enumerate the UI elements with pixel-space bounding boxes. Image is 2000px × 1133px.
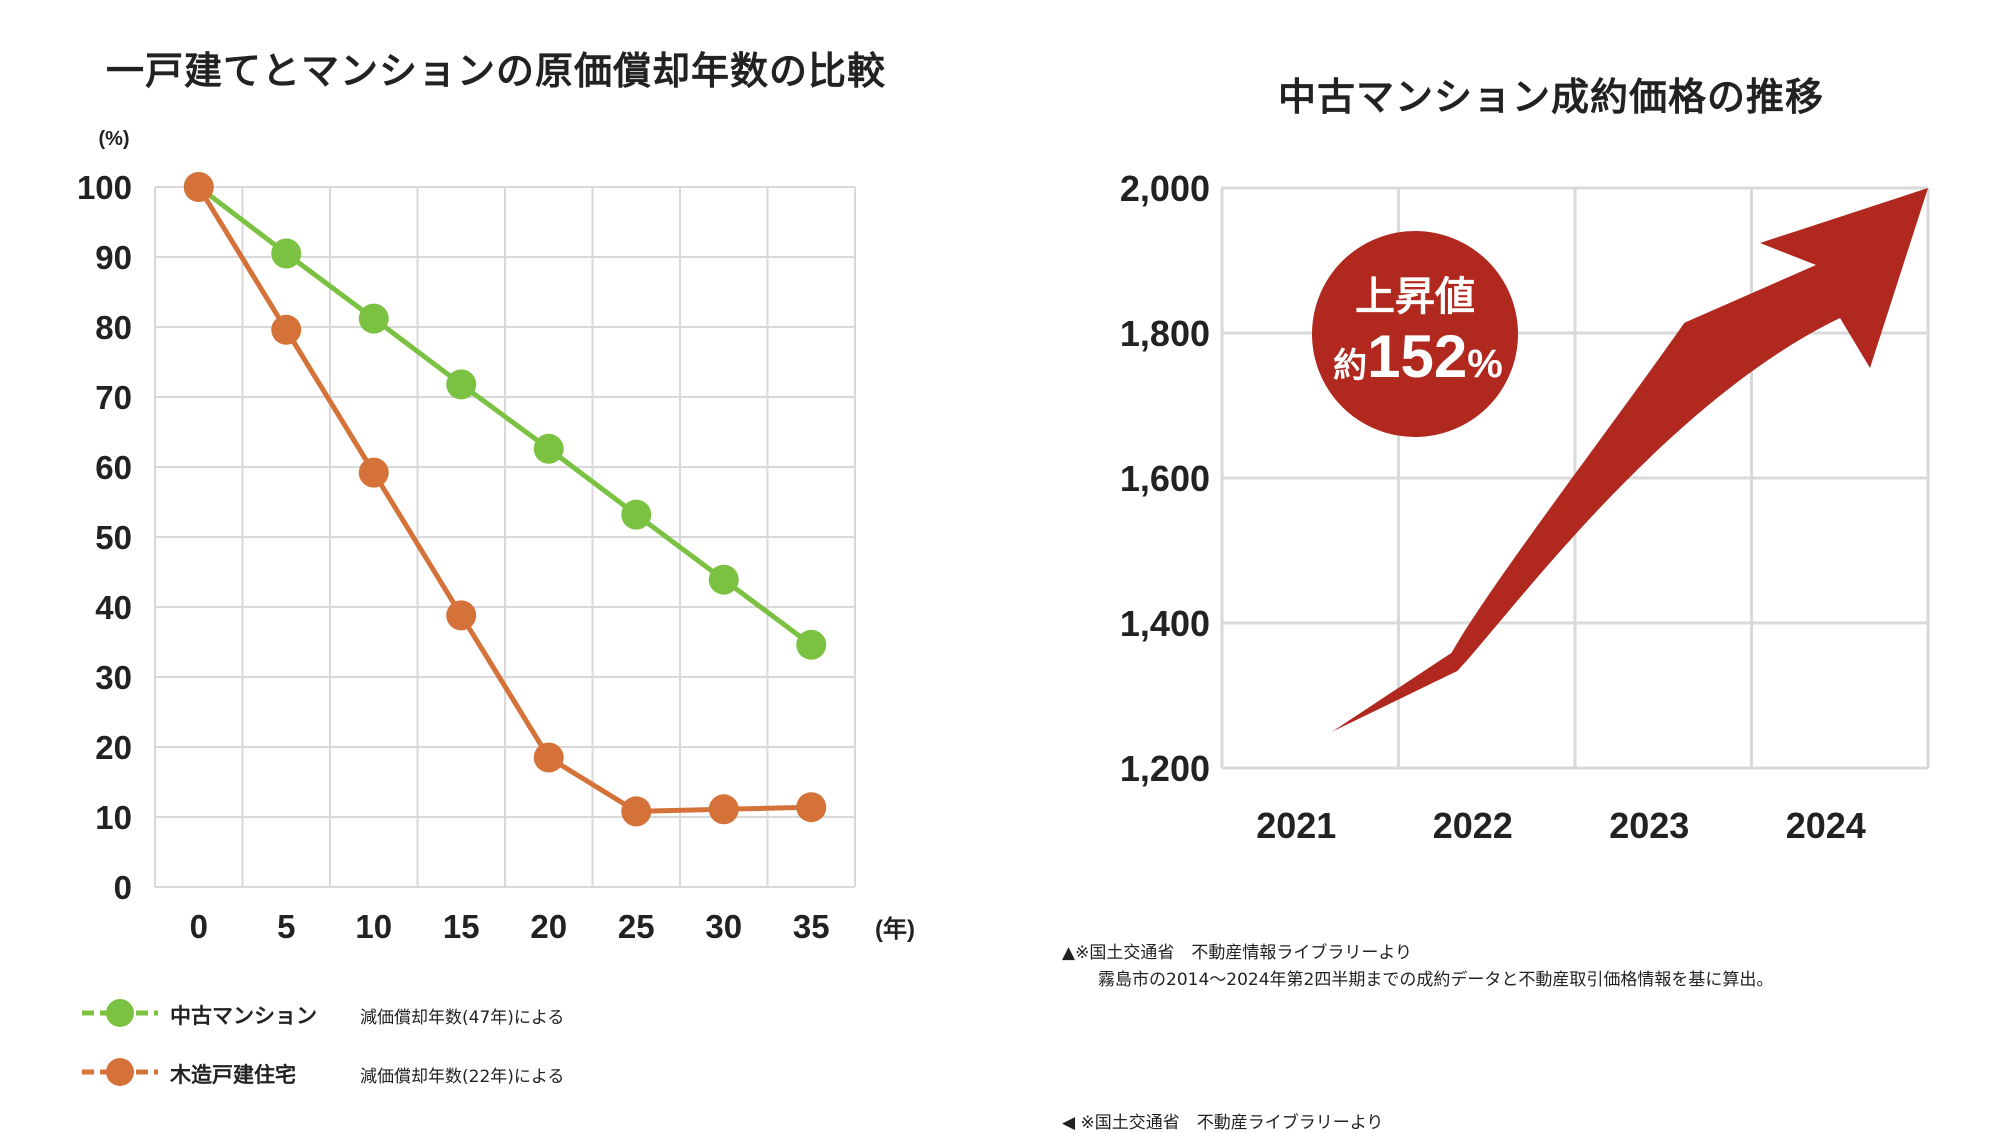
data-point [446, 369, 477, 400]
x-tick-label: 15 [443, 908, 480, 945]
badge-suffix: % [1467, 342, 1503, 386]
data-point [621, 499, 652, 530]
legend-marker-green [82, 999, 158, 1027]
y-tick-label: 1,800 [1120, 313, 1210, 354]
data-point [358, 457, 389, 488]
badge-prefix: 約 [1333, 347, 1367, 385]
y-tick-label: 80 [95, 309, 132, 346]
increase-badge [1312, 231, 1518, 437]
y-tick-label: 30 [95, 659, 132, 696]
data-point [708, 794, 739, 825]
y-tick-label: 20 [95, 729, 132, 766]
y-axis-unit: (%) [98, 128, 129, 150]
y-tick-label: 40 [95, 589, 132, 626]
badge-label: 上昇値 [1355, 275, 1475, 319]
y-tick-label: 100 [77, 169, 132, 206]
badge-value-text: 約152% [1333, 323, 1503, 390]
x-tick-label: 5 [277, 908, 295, 945]
data-point [446, 600, 477, 631]
x-tick-label: 2021 [1256, 805, 1336, 846]
legend-item-wooden-house: 木造戸建住宅 減価償却年数(22年)による [80, 1052, 680, 1092]
y-tick-label: 90 [95, 239, 132, 276]
source-note-line1: ▲※国土交通省 不動産情報ライブラリーより [1062, 943, 1412, 963]
x-tick-label: 2023 [1609, 805, 1689, 846]
data-point [271, 238, 302, 269]
data-point [533, 742, 564, 773]
y-tick-label: 50 [95, 519, 132, 556]
data-point [271, 314, 302, 345]
y-tick-label: 1,200 [1120, 748, 1210, 789]
legend-item-used-mansion: 中古マンション 減価償却年数(47年)による [80, 993, 680, 1033]
data-point [708, 564, 739, 595]
left-chart-title: 一戸建てとマンションの原価償却年数の比較 [106, 49, 887, 93]
price-trend-arrow [1332, 188, 1928, 732]
legend-note: 減価償却年数(22年)による [360, 1067, 565, 1087]
footer-note: ◀ ※国土交通省 不動産ライブラリーより [1062, 1113, 1384, 1133]
data-point [796, 792, 827, 823]
x-tick-label: 2022 [1433, 805, 1513, 846]
data-point [796, 629, 827, 660]
y-tick-label: 1,400 [1120, 603, 1210, 644]
right-chart: 1,200 1,400 1,600 1,800 2,000 2021 2022 2023 20… [1120, 168, 1930, 846]
y-tick-label: 1,600 [1120, 458, 1210, 499]
left-chart: 0 10 20 30 40 50 60 70 80 90 100 0 5 10 15 20 25 30 35 (%… [77, 128, 915, 945]
legend-label: 中古マンション [170, 1004, 317, 1028]
x-tick-label: 2024 [1786, 805, 1866, 846]
y-tick-label: 0 [114, 869, 132, 906]
source-note-line2: 霧島市の2014〜2024年第2四半期までの成約データと不動産取引価格情報を基に… [1098, 970, 1774, 990]
data-point [358, 303, 389, 334]
data-point [621, 796, 652, 827]
x-tick-label: 30 [705, 908, 742, 945]
legend-label: 木造戸建住宅 [170, 1063, 296, 1087]
y-tick-label: 2,000 [1120, 168, 1210, 209]
x-axis-unit: (年) [875, 915, 915, 943]
series-line [197, 185, 813, 647]
y-tick-label: 70 [95, 379, 132, 416]
x-tick-label: 20 [530, 908, 567, 945]
x-tick-label: 35 [793, 908, 830, 945]
data-point [533, 433, 564, 464]
data-point [183, 172, 214, 202]
y-tick-label: 60 [95, 449, 132, 486]
right-chart-title: 中古マンション成約価格の推移 [1278, 75, 1825, 119]
badge-value: 152 [1367, 323, 1467, 390]
x-tick-label: 10 [355, 908, 392, 945]
x-tick-label: 0 [190, 908, 208, 945]
legend-note: 減価償却年数(47年)による [360, 1008, 565, 1028]
x-tick-label: 25 [618, 908, 655, 945]
y-tick-label: 10 [95, 799, 132, 836]
legend-marker-orange [82, 1058, 158, 1086]
